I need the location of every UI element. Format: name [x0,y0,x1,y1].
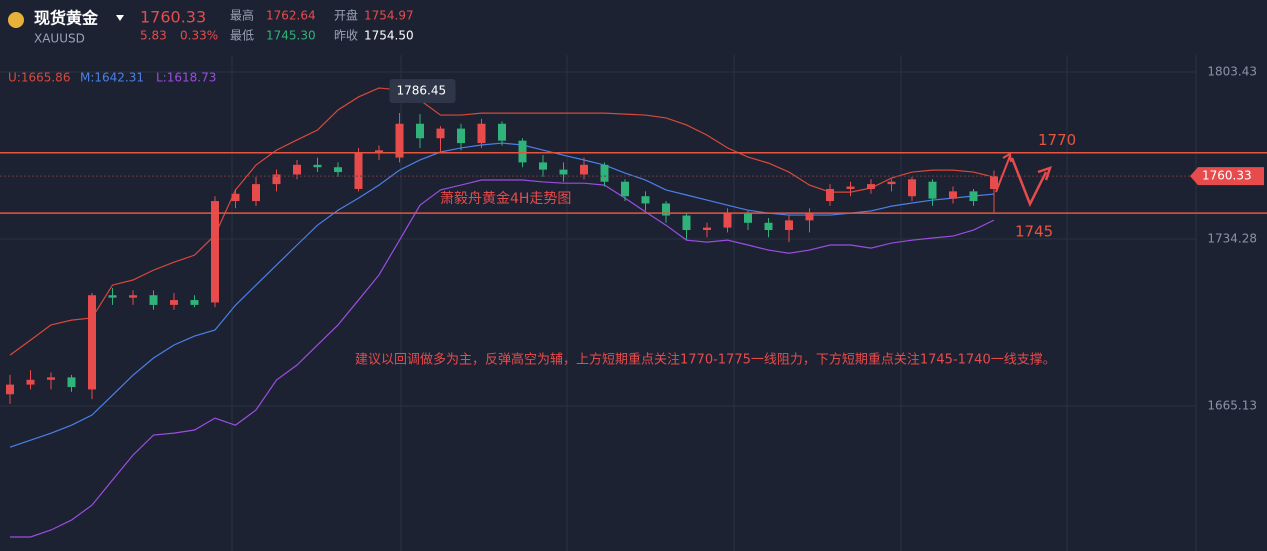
change-pct: 0.33% [180,29,218,43]
gold-icon [8,12,24,28]
candle-body [703,227,711,231]
candle-body [272,174,281,185]
candle-body [108,295,117,298]
candle-body [826,188,834,202]
candle-body [416,123,424,139]
candle-body [190,300,199,305]
low-value: 1745.30 [266,29,316,43]
candle-body [682,215,691,231]
candle-body [6,384,14,395]
candle-body [129,295,137,298]
last-price-tag [1190,167,1264,186]
candle-body [744,213,752,223]
dropdown-arrow[interactable] [116,15,124,21]
y-tick-label: 1734.28 [1207,232,1257,246]
candle-body [47,377,55,380]
candle-body [252,184,260,202]
high-tooltip [389,79,456,104]
chart-title: 萧毅舟黄金4H走势图 [440,190,571,207]
indicator-label: U:1665.86 [8,71,70,85]
candle-body [149,295,158,305]
candle-body [518,140,527,163]
candle-body [990,176,998,190]
indicator-label: M:1642.31 [80,71,144,85]
arrow-zigzag [1010,157,1052,208]
candle-body [88,295,96,390]
candle-body [457,128,465,144]
header: 现货黄金 XAUUSD 1760.33 5.83 0.33% 最高 1762.6… [8,8,414,46]
high-value: 1762.64 [266,9,316,23]
low-label: 最低 [230,29,254,43]
candle-body [785,220,793,231]
high-label: 最高 [230,8,254,23]
candle-body [867,184,875,189]
symbol-code: XAUUSD [34,32,85,46]
candle-body [621,181,629,197]
change: 5.83 [140,29,167,43]
candle-body [600,164,609,182]
level-label: 1745 [1015,223,1053,241]
level-label: 1770 [1038,131,1076,149]
candle-body [211,201,219,303]
candle-body [293,164,301,175]
prev-label: 昨收 [334,29,358,43]
high-tooltip-text: 1786.45 [397,84,447,98]
open-value: 1754.97 [364,9,414,23]
candle-body [949,191,957,199]
y-tick-label: 1665.13 [1207,399,1257,413]
candle-body [67,377,76,388]
candle-body [170,300,178,305]
candle-body [436,128,445,139]
candle-body [334,167,342,173]
indicator-label: L:1618.73 [156,71,216,85]
candle-body [559,169,568,175]
candle-body [723,213,732,228]
y-tick-label: 1803.43 [1207,64,1257,78]
candle-body [395,123,404,158]
candle-body [641,196,650,204]
candle-body [969,191,978,202]
analysis-note: 建议以回调做多为主，反弹高空为辅，上方短期重点关注1770-1775一线阻力，下… [355,352,1056,368]
last-price-text: 1760.33 [1202,169,1252,183]
candle-body [908,179,916,197]
candle-body [580,164,588,175]
candle-body [354,152,363,189]
candle-body [846,186,855,189]
price: 1760.33 [140,8,206,27]
candle-body [539,162,547,170]
candle-body [662,203,670,216]
candle-body [375,150,383,153]
plot: 1803.43 1734.28 1665.13 U:1665.86 M:1642.31 L… [0,64,1267,538]
open-label: 开盘 [334,8,358,23]
candle-body [887,181,896,185]
prev-value: 1754.50 [364,29,414,43]
candle-body [764,222,773,231]
candle-body [805,213,814,221]
candle-body [26,379,35,385]
candle-body [231,193,240,202]
candle-body [928,181,937,199]
arrow-up [995,152,1012,193]
candle-body [313,164,322,168]
candle-body [498,123,506,141]
candle-body [477,123,486,144]
band-line [10,179,995,538]
symbol-title[interactable]: 现货黄金 [34,9,99,28]
